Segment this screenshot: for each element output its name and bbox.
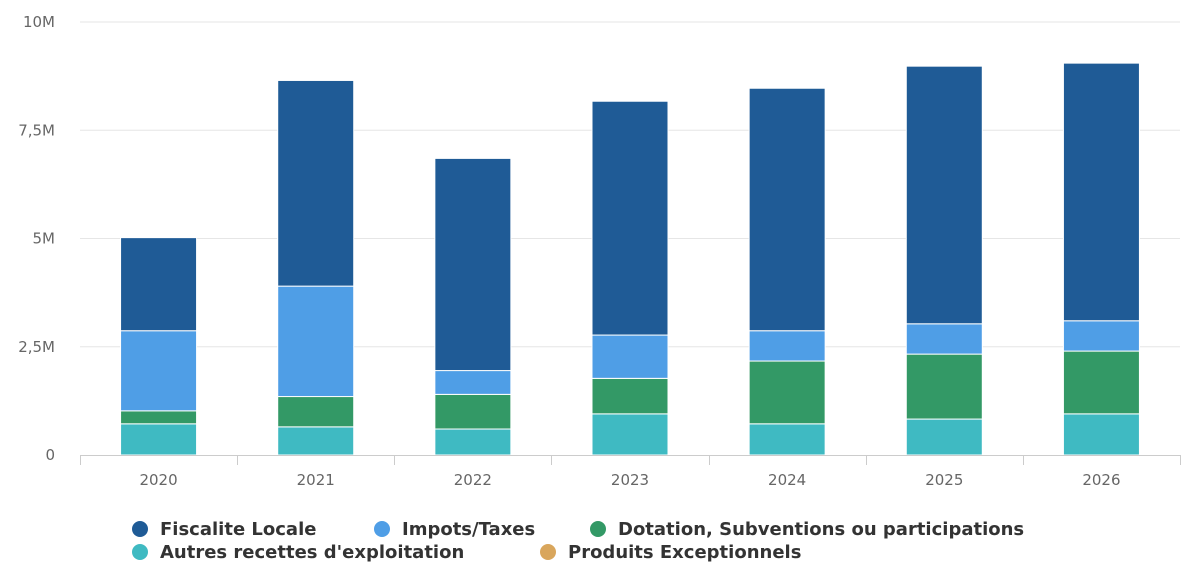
bar-segment[interactable] [120,237,198,332]
bar-segment[interactable] [1062,413,1140,456]
bar-segment[interactable] [120,330,198,412]
legend-marker [590,521,606,537]
legend-item[interactable]: Produits Exceptionnels [540,542,801,563]
legend-item[interactable]: Dotation, Subventions ou participations [590,519,1024,540]
bar-segment[interactable] [905,65,983,325]
bar-segment[interactable] [591,100,669,336]
bar-segment[interactable] [591,377,669,415]
bar-segment[interactable] [277,79,355,287]
legend-label: Produits Exceptionnels [568,542,801,563]
bar-segment[interactable] [434,428,512,456]
bar-segment[interactable] [1062,350,1140,415]
bar-segment[interactable] [748,423,826,456]
bar-segment[interactable] [277,396,355,428]
bar-segment[interactable] [748,87,826,332]
x-tick-label: 2025 [925,471,963,489]
legend-item[interactable]: Fiscalite Locale [132,519,316,540]
bar-segment[interactable] [1062,320,1140,352]
x-tick-label: 2022 [454,471,492,489]
y-tick-label: 2,5M [18,338,55,356]
legend-label: Autres recettes d'exploitation [160,542,464,563]
x-axis-labels: 2020 2021 2022 2023 2024 2025 2026 [139,471,1120,489]
y-tick-label: 5M [33,230,56,248]
bar-segment[interactable] [905,323,983,355]
x-tick-label: 2026 [1082,471,1120,489]
legend-marker [132,544,148,560]
y-axis-labels: 0 2,5M 5M 7,5M 10M [18,13,55,464]
legend-marker [132,521,148,537]
bar-segment[interactable] [905,353,983,420]
bar-segment[interactable] [748,360,826,425]
legend-label: Fiscalite Locale [160,519,316,540]
bar-segment[interactable] [277,426,355,456]
bar-segment[interactable] [591,334,669,379]
bar-segment[interactable] [434,370,512,395]
y-tick-label: 0 [45,446,55,464]
bar-segment[interactable] [120,423,198,456]
bar-segment[interactable] [905,418,983,456]
legend-marker [374,521,390,537]
x-tick-label: 2024 [768,471,806,489]
bars [120,62,1140,456]
legend-item[interactable]: Autres recettes d'exploitation [132,542,464,563]
x-axis [80,455,1181,465]
bar-segment[interactable] [277,285,355,398]
legend-item[interactable]: Impots/Taxes [374,519,535,540]
x-tick-label: 2020 [139,471,177,489]
bar-segment[interactable] [748,330,826,362]
legend: Fiscalite Locale Impots/Taxes Dotation, Su… [132,519,1024,563]
x-tick-label: 2021 [297,471,335,489]
x-tick-label: 2023 [611,471,649,489]
bar-segment[interactable] [434,157,512,372]
bar-segment[interactable] [434,393,512,430]
y-tick-label: 7,5M [18,121,55,139]
legend-label: Dotation, Subventions ou participations [618,519,1024,540]
bar-segment[interactable] [591,413,669,456]
legend-label: Impots/Taxes [402,519,535,540]
bar-segment[interactable] [120,410,198,425]
y-tick-label: 10M [23,13,55,31]
legend-marker [540,544,556,560]
bar-segment[interactable] [1062,62,1140,322]
